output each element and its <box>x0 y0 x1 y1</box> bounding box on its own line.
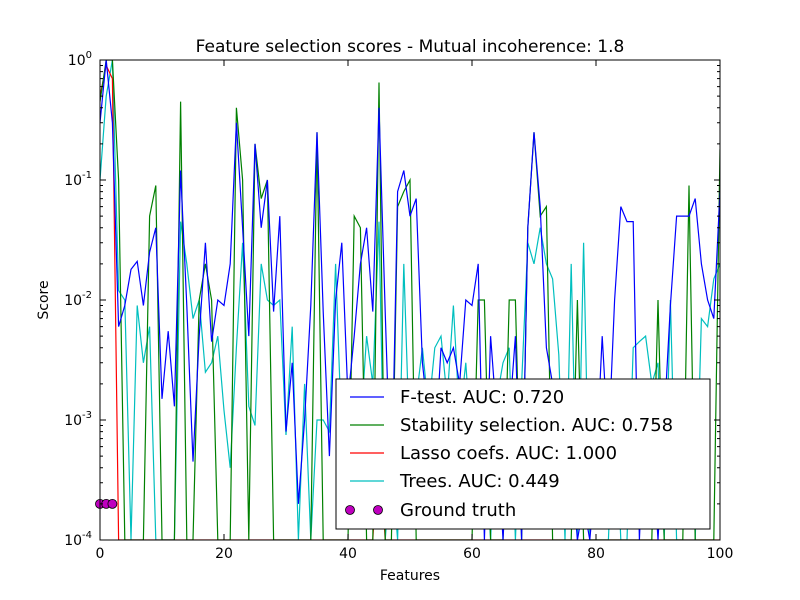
x-tick-label: 60 <box>463 546 481 562</box>
legend: F-test. AUC: 0.720 Stability selection. … <box>335 378 711 530</box>
x-tick-label: 80 <box>587 546 605 562</box>
y-tick-base: 10 <box>68 53 86 69</box>
y-tick-label: 10-4 <box>64 530 92 549</box>
legend-swatch-ground-truth <box>345 505 355 515</box>
x-tick-label: 100 <box>707 546 734 562</box>
y-tick-base: 10 <box>64 413 82 429</box>
y-tick-label: 100 <box>68 50 92 69</box>
y-tick-exponent: -2 <box>82 290 92 301</box>
legend-swatch-ground-truth <box>373 505 383 515</box>
y-tick-label: 10-2 <box>64 290 92 309</box>
f-test-line <box>100 60 720 540</box>
ground-truth-point <box>107 498 118 509</box>
y-tick-base: 10 <box>64 293 82 309</box>
legend-label-f-test: F-test. AUC: 0.720 <box>400 387 564 408</box>
y-tick-base: 10 <box>64 173 82 189</box>
y-tick-label: 10-1 <box>64 170 92 189</box>
x-axis-label: Features <box>380 568 440 584</box>
legend-label-trees: Trees. AUC: 0.449 <box>399 471 560 492</box>
ground-truth-layer <box>95 498 118 509</box>
x-tick-label: 20 <box>215 546 233 562</box>
y-tick-exponent: -3 <box>82 410 92 421</box>
y-tick-label: 10-3 <box>64 410 92 429</box>
y-tick-exponent: 0 <box>86 50 92 61</box>
legend-box <box>335 378 711 530</box>
x-tick-label: 0 <box>96 546 105 562</box>
y-axis-label: Score <box>36 280 52 319</box>
x-tick-labels: 0 20 40 60 80 100 <box>96 546 734 562</box>
x-tick-label: 40 <box>339 546 357 562</box>
chart-title: Feature selection scores - Mutual incohe… <box>196 37 625 57</box>
y-tick-exponent: -1 <box>82 170 92 181</box>
y-tick-labels: 10-4 10-3 10-2 10-1 100 <box>64 50 92 549</box>
y-tick-exponent: -4 <box>82 530 92 541</box>
y-tick-base: 10 <box>64 533 82 549</box>
legend-label-lasso: Lasso coefs. AUC: 1.000 <box>400 443 617 464</box>
ticks-layer <box>99 59 721 541</box>
legend-label-ground-truth: Ground truth <box>400 500 516 521</box>
legend-label-stability: Stability selection. AUC: 0.758 <box>400 415 673 436</box>
